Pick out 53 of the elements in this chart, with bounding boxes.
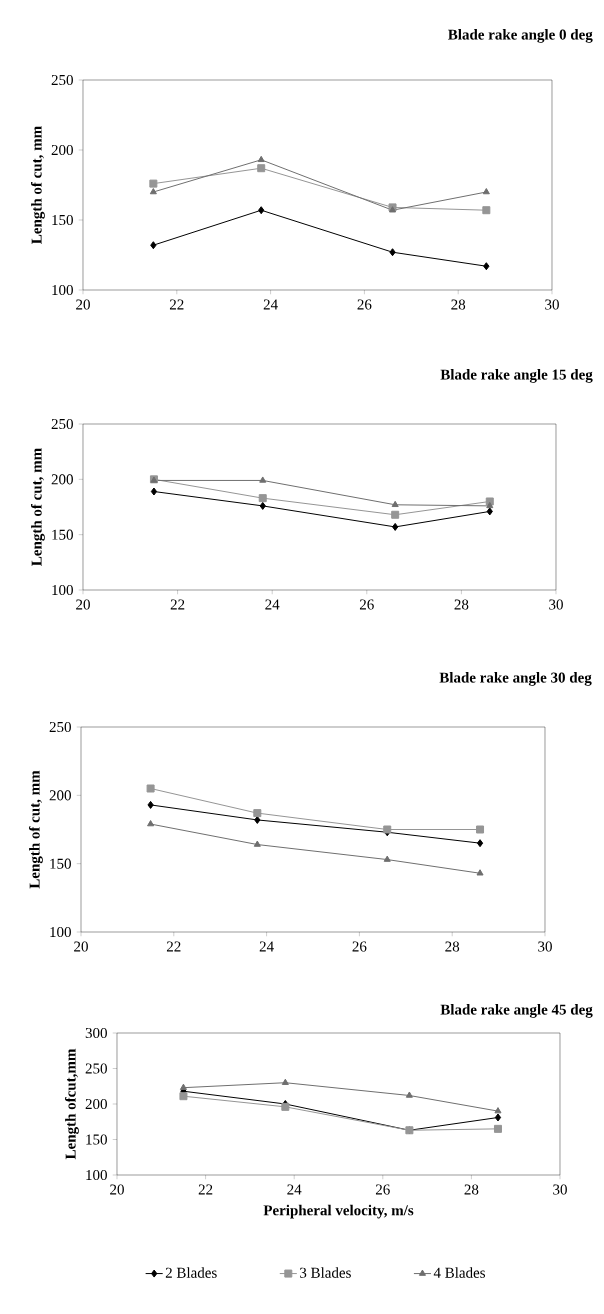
y-tick-label: 250 (51, 418, 73, 430)
y-axis-title: Length of cut, mm (30, 448, 45, 566)
x-tick-label: 20 (74, 941, 88, 952)
y-tick-label: 300 (85, 1027, 107, 1039)
x-tick-label: 22 (169, 299, 184, 310)
y-tick-label: 100 (86, 1169, 107, 1181)
chart-title: Blade rake angle 30 deg (439, 672, 592, 686)
y-tick-label: 200 (51, 474, 73, 485)
x-tick-label: 26 (357, 299, 372, 310)
chart-title: Blade rake angle 15 deg (440, 369, 593, 383)
x-tick-label: 26 (375, 1184, 390, 1195)
x-tick-label: 24 (265, 599, 280, 610)
y-tick-label: 150 (50, 858, 71, 869)
x-tick-label: 28 (445, 941, 460, 952)
x-tick-label: 28 (454, 599, 469, 610)
x-tick-label: 28 (451, 299, 466, 310)
y-axis-title: Length of cut, mm (30, 126, 45, 244)
y-axis-title: Length ofcut,mm (64, 1048, 79, 1160)
x-tick-label: 20 (110, 1184, 124, 1195)
x-tick-label: 30 (545, 299, 559, 310)
y-tick-label: 200 (85, 1098, 107, 1110)
x-tick-label: 30 (553, 1184, 567, 1195)
x-tick-label: 24 (263, 299, 278, 310)
y-tick-label: 150 (86, 1134, 107, 1145)
chart-title: Blade rake angle 0 deg (448, 29, 593, 43)
x-tick-label: 24 (287, 1184, 302, 1195)
x-tick-label: 30 (549, 599, 563, 610)
x-tick-label: 28 (464, 1184, 479, 1195)
x-tick-label: 30 (538, 941, 552, 952)
x-tick-label: 22 (166, 941, 181, 952)
legend-label: 2 Blades (165, 1267, 217, 1278)
y-tick-label: 100 (50, 926, 71, 938)
y-tick-label: 250 (49, 721, 71, 733)
x-axis-title: Peripheral velocity, m/s (263, 1204, 414, 1219)
y-tick-label: 100 (52, 584, 73, 596)
chart-title: Blade rake angle 45 deg (440, 1004, 593, 1018)
x-tick-label: 22 (198, 1184, 213, 1195)
x-tick-label: 26 (352, 941, 367, 952)
x-tick-label: 24 (259, 941, 274, 952)
y-tick-label: 150 (52, 529, 73, 540)
x-tick-label: 26 (359, 599, 374, 610)
x-tick-label: 20 (76, 599, 90, 610)
x-tick-label: 22 (170, 599, 185, 610)
y-tick-label: 250 (85, 1063, 107, 1074)
y-tick-label: 150 (52, 214, 73, 226)
legend-label: 3 Blades (300, 1267, 351, 1278)
y-tick-label: 250 (51, 74, 73, 86)
x-tick-label: 20 (76, 299, 90, 310)
y-tick-label: 100 (52, 284, 73, 296)
y-axis-title: Length of cut, mm (28, 770, 43, 889)
legend-label: 4 Blades (433, 1267, 486, 1278)
y-tick-label: 200 (49, 790, 71, 801)
y-tick-label: 200 (51, 144, 73, 156)
